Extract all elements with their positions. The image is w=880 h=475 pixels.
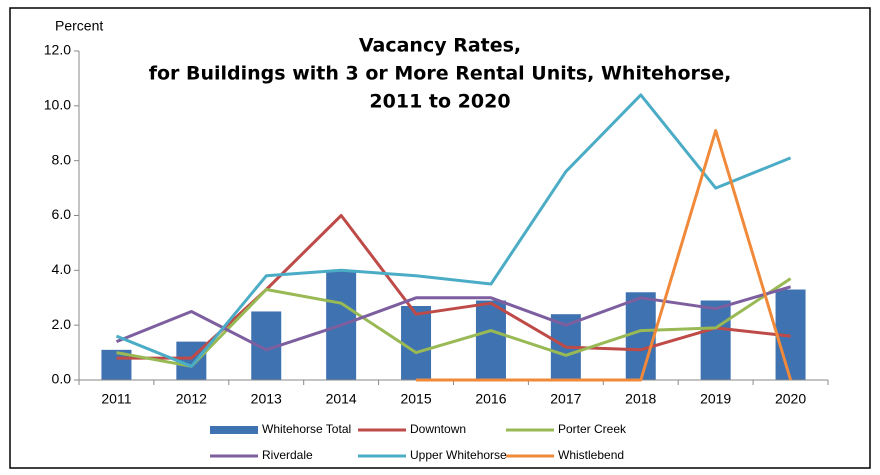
x-tick-label: 2012 [176,391,207,407]
line-series [416,129,793,382]
y-tick-label: 2.0 [52,316,72,332]
x-tick-label: 2011 [101,391,131,407]
bar [475,300,506,380]
y-tick-label: 10.0 [44,97,71,113]
legend-label: Riverdale [262,448,313,462]
y-tick-label: 8.0 [52,151,72,167]
chart-title: Vacancy Rates, [359,35,521,57]
y-tick-label: 0.0 [52,371,72,387]
legend-label: Porter Creek [558,422,627,436]
x-tick-label: 2019 [700,391,731,407]
y-tick-label: 4.0 [52,261,72,277]
y-tick-label: 12.0 [44,42,71,58]
x-tick-label: 2014 [326,391,357,407]
bar [401,305,432,380]
bar [700,300,731,380]
y-tick-label: 6.0 [52,206,72,222]
x-tick-label: 2017 [550,391,581,407]
x-tick-label: 2013 [251,391,282,407]
line-series [116,214,791,360]
legend-label: Whitehorse Total [262,422,351,436]
chart-title: for Buildings with 3 or More Rental Unit… [149,63,732,85]
x-tick-label: 2020 [775,391,806,407]
legend-label: Downtown [410,422,466,436]
legend-label: Upper Whitehorse [410,448,507,462]
line-series [116,277,792,368]
line-series [115,285,792,352]
chart-title: 2011 to 2020 [369,91,510,113]
x-tick-label: 2015 [400,391,431,407]
legend-label: Whistlebend [558,448,624,462]
x-tick-label: 2018 [625,391,656,407]
bar [625,292,656,380]
y-axis-label: Percent [55,18,103,34]
x-tick-label: 2016 [475,391,506,407]
legend-swatch [210,426,258,434]
chart-frame [9,7,871,469]
line-series [115,93,792,368]
